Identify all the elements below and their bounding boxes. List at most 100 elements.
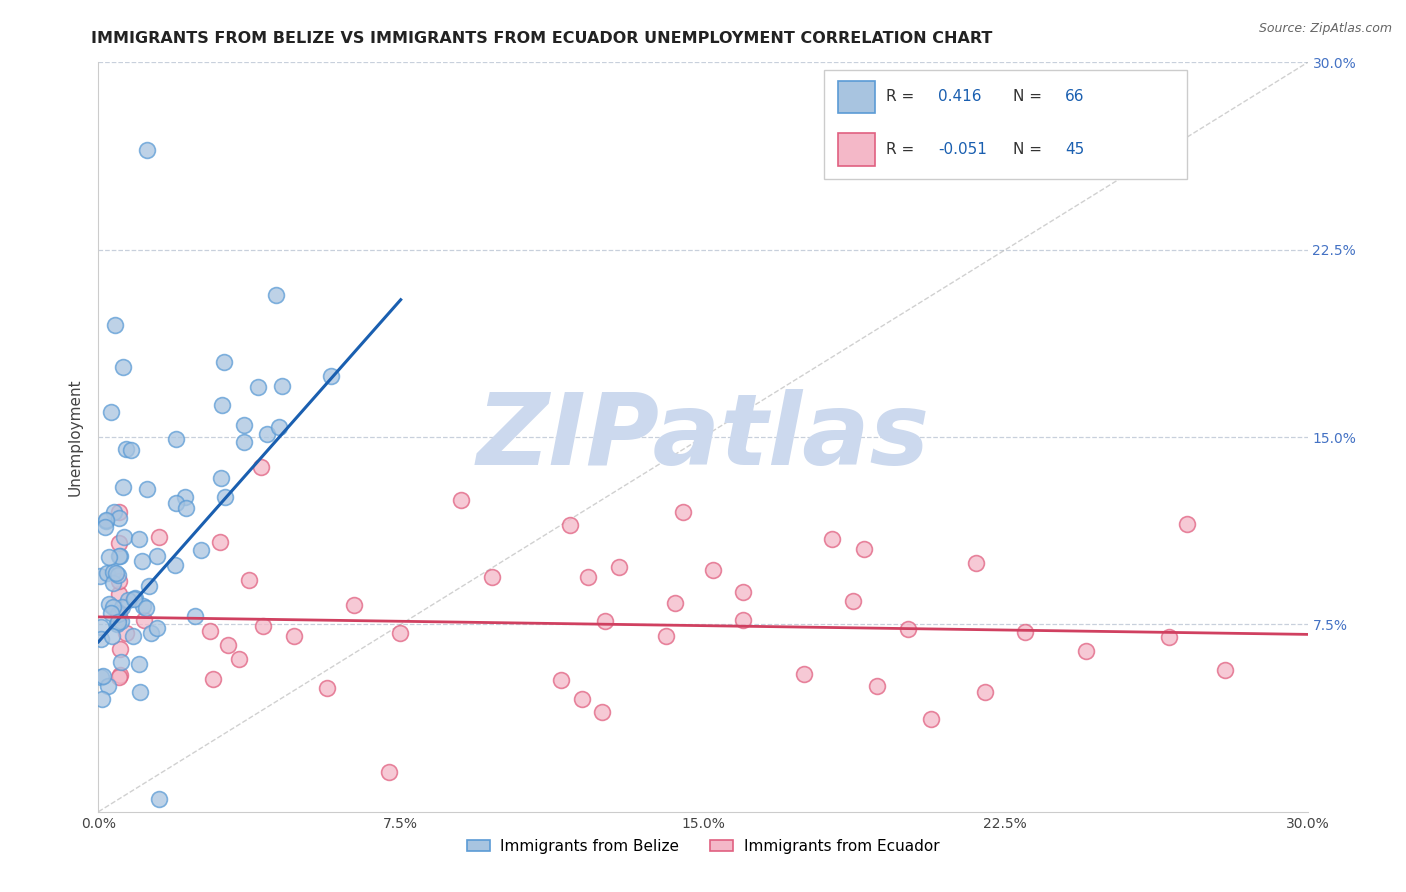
- Y-axis label: Unemployment: Unemployment: [67, 378, 83, 496]
- Point: [105, 617, 128, 632]
- Point: [104, 566, 127, 580]
- Point: [146, 549, 169, 564]
- Point: [107, 610, 129, 624]
- Point: [1076, 644, 1098, 658]
- Point: [238, 574, 260, 588]
- Point: [146, 622, 169, 636]
- Point: [607, 560, 630, 574]
- Point: [550, 673, 572, 687]
- Point: [101, 630, 124, 644]
- Point: [97, 680, 120, 694]
- Point: [128, 685, 150, 699]
- Point: [107, 505, 129, 519]
- Point: [107, 536, 129, 550]
- Point: [316, 681, 339, 695]
- Point: [233, 435, 256, 450]
- Point: [593, 615, 616, 629]
- Point: [107, 568, 129, 582]
- Point: [256, 427, 278, 442]
- Point: [378, 765, 401, 780]
- Point: [131, 553, 153, 567]
- Point: [103, 565, 125, 579]
- Point: [211, 471, 233, 485]
- Point: [558, 518, 581, 533]
- Point: [117, 592, 139, 607]
- Point: [165, 432, 187, 446]
- Point: [576, 570, 599, 584]
- Point: [112, 480, 135, 494]
- Point: [165, 495, 187, 509]
- Point: [107, 511, 129, 525]
- Point: [211, 398, 233, 412]
- Point: [481, 570, 503, 584]
- Point: [122, 591, 145, 606]
- Point: [821, 532, 844, 546]
- Point: [841, 594, 863, 608]
- Point: [865, 679, 887, 693]
- Point: [897, 622, 920, 636]
- Point: [1215, 664, 1237, 678]
- Point: [124, 591, 146, 605]
- Point: [212, 354, 235, 368]
- Point: [90, 632, 112, 647]
- Point: [110, 614, 132, 628]
- Point: [250, 459, 273, 474]
- Point: [96, 514, 118, 528]
- Point: [100, 606, 122, 620]
- Point: [591, 705, 613, 719]
- Point: [132, 599, 155, 613]
- Point: [101, 599, 124, 614]
- Text: Source: ZipAtlas.com: Source: ZipAtlas.com: [1258, 22, 1392, 36]
- Point: [100, 405, 122, 419]
- Point: [920, 712, 942, 726]
- Point: [163, 558, 186, 573]
- Point: [98, 597, 121, 611]
- Point: [135, 601, 157, 615]
- Point: [184, 608, 207, 623]
- Point: [173, 490, 195, 504]
- Point: [112, 530, 135, 544]
- Legend: Immigrants from Belize, Immigrants from Ecuador: Immigrants from Belize, Immigrants from …: [461, 833, 945, 860]
- Point: [97, 550, 120, 565]
- Point: [217, 638, 239, 652]
- Point: [388, 626, 411, 640]
- Point: [107, 587, 129, 601]
- Point: [209, 534, 232, 549]
- Point: [672, 505, 695, 519]
- Point: [252, 619, 274, 633]
- Point: [94, 520, 117, 534]
- Point: [103, 575, 125, 590]
- Point: [214, 490, 236, 504]
- Point: [201, 673, 224, 687]
- Point: [148, 530, 170, 544]
- Point: [90, 620, 112, 634]
- Point: [138, 578, 160, 592]
- Point: [107, 574, 129, 589]
- Point: [283, 629, 305, 643]
- Point: [343, 598, 366, 612]
- Point: [89, 569, 111, 583]
- Point: [128, 657, 150, 671]
- Point: [135, 143, 157, 157]
- Point: [111, 360, 134, 375]
- Point: [107, 607, 129, 621]
- Point: [1014, 624, 1036, 639]
- Point: [139, 626, 162, 640]
- Point: [122, 629, 145, 643]
- Point: [107, 670, 129, 684]
- Point: [114, 442, 136, 457]
- Text: IMMIGRANTS FROM BELIZE VS IMMIGRANTS FROM ECUADOR UNEMPLOYMENT CORRELATION CHART: IMMIGRANTS FROM BELIZE VS IMMIGRANTS FRO…: [91, 31, 993, 46]
- Point: [103, 505, 125, 519]
- Point: [128, 532, 150, 546]
- Point: [90, 670, 112, 684]
- Point: [110, 667, 132, 681]
- Point: [450, 492, 472, 507]
- Point: [107, 606, 129, 620]
- Point: [702, 563, 724, 577]
- Point: [190, 543, 212, 558]
- Point: [247, 379, 270, 393]
- Point: [267, 420, 290, 434]
- Point: [96, 566, 118, 580]
- Point: [853, 542, 876, 557]
- Point: [965, 556, 987, 570]
